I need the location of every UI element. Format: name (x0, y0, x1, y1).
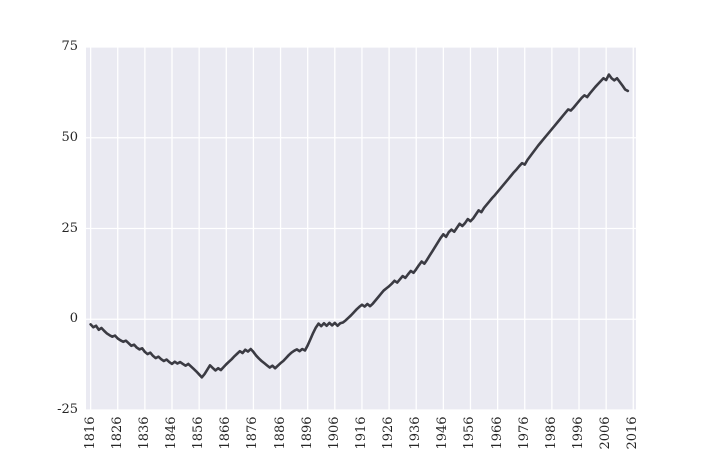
x-tick-label: 1826 (109, 416, 125, 450)
x-tick-label: 2016 (625, 416, 641, 450)
x-tick-label: 1936 (408, 416, 424, 450)
x-tick-label: 1916 (353, 416, 369, 450)
y-tick-label: 0 (69, 311, 78, 327)
x-tick-label: 1856 (191, 416, 207, 450)
x-tick-label: 1876 (245, 416, 261, 450)
x-tick-label: 1846 (164, 416, 179, 450)
x-tick-label: 1966 (489, 416, 505, 450)
x-tick-label: 1896 (299, 416, 315, 450)
x-tick-label: 1906 (326, 416, 342, 450)
x-tick-label: 1886 (272, 416, 288, 450)
y-tick-label: 25 (61, 220, 78, 236)
plot-area (86, 47, 636, 410)
data-series-line (89, 73, 630, 379)
x-tick-label: 2006 (598, 416, 614, 450)
y-tick-label: -25 (57, 402, 78, 417)
x-tick-label: 1816 (82, 416, 98, 450)
x-tick-label: 1956 (462, 416, 478, 450)
x-tick-label: 1866 (218, 416, 234, 450)
x-tick-label: 1996 (571, 416, 587, 450)
x-tick-label: 1926 (381, 416, 397, 450)
x-tick-label: 1946 (435, 416, 451, 450)
x-tick-label: 1836 (136, 416, 152, 450)
x-tick-label: 1976 (516, 416, 532, 450)
y-tick-label: 50 (61, 129, 78, 145)
line-chart (86, 47, 636, 410)
x-tick-label: 1986 (543, 416, 559, 450)
y-tick-label: 75 (61, 39, 78, 54)
